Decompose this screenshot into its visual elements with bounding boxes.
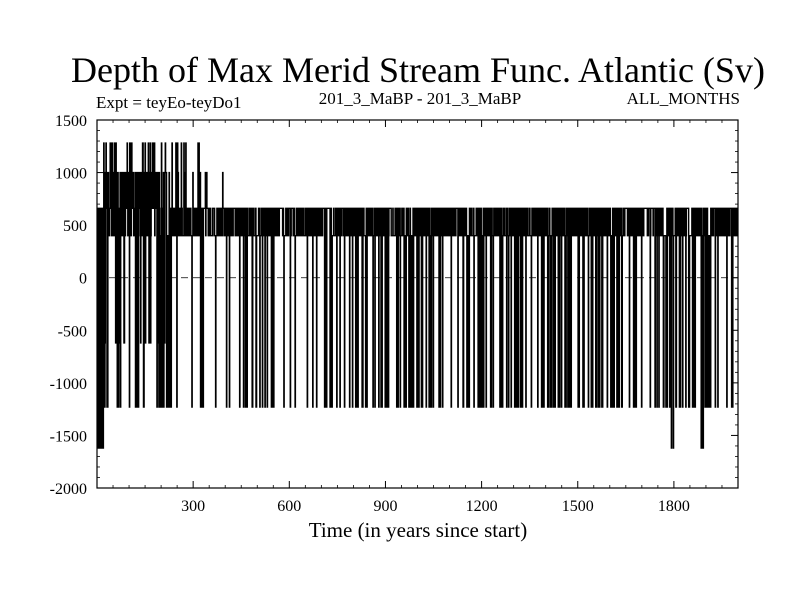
y-tick-label: 500	[63, 218, 87, 235]
series-line	[96, 142, 739, 449]
x-tick-label: 900	[373, 498, 397, 515]
x-tick-label: 600	[277, 498, 301, 515]
chart-subtitle-right: ALL_MONTHS	[627, 89, 740, 108]
y-tick-label: -2000	[50, 481, 87, 498]
x-tick-label: 1200	[466, 498, 498, 515]
y-tick-label: -500	[58, 323, 87, 340]
y-tick-label: 0	[79, 271, 87, 288]
chart-subtitle-center: 201_3_MaBP - 201_3_MaBP	[319, 89, 521, 108]
y-tick-label: 1000	[55, 166, 87, 183]
chart-title: Depth of Max Merid Stream Func. Atlantic…	[71, 50, 765, 90]
x-tick-label: 300	[181, 498, 205, 515]
x-axis-label: Time (in years since start)	[309, 518, 528, 542]
x-tick-label: 1500	[562, 498, 594, 515]
plot-area: -2000 -1500 -1000 -500 0 500 1000 1500 300 600 900…	[50, 113, 739, 515]
chart-subtitle-left: Expt = teyEo-teyDo1	[96, 93, 242, 112]
y-tick-label: 1500	[55, 113, 87, 130]
y-tick-label: -1000	[50, 376, 87, 393]
y-tick-label: -1500	[50, 428, 87, 445]
x-tick-label: 1800	[658, 498, 690, 515]
